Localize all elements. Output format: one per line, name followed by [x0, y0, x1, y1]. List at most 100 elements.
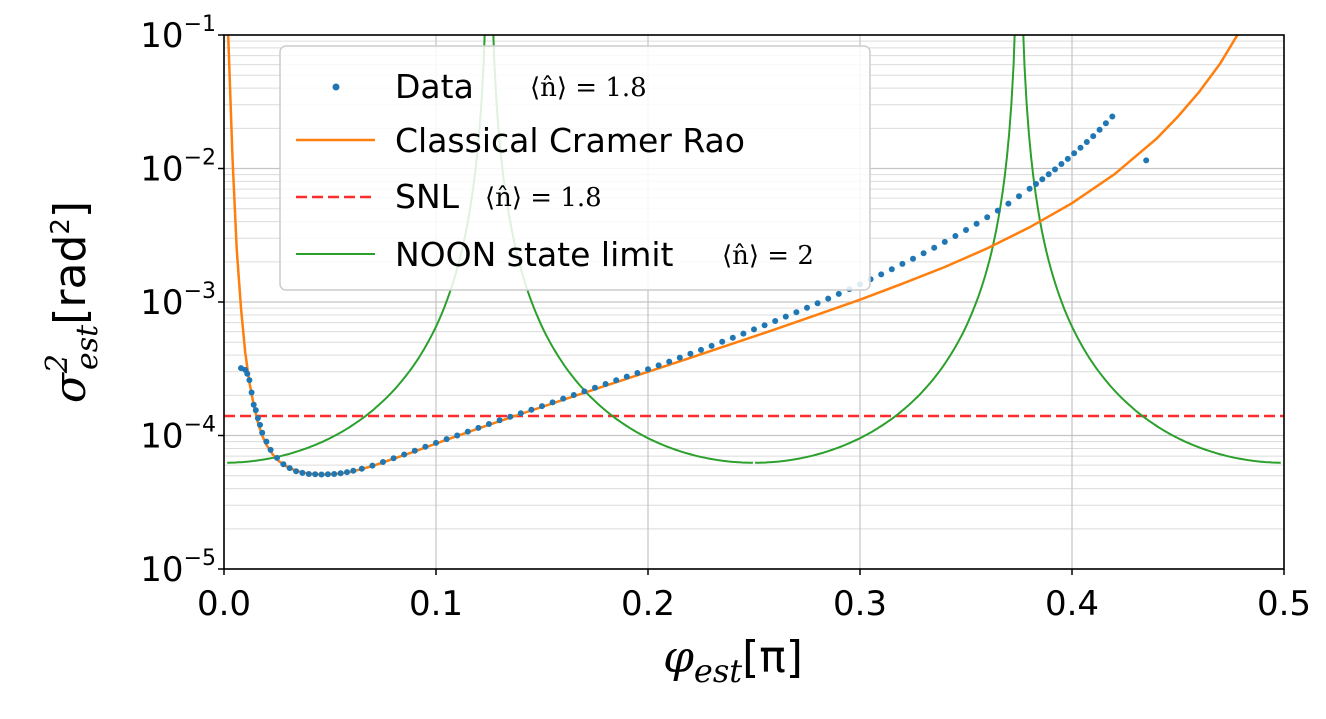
- data-point: [299, 469, 306, 476]
- data-point: [254, 415, 261, 422]
- data-point: [1058, 161, 1065, 167]
- data-point: [634, 370, 641, 376]
- data-point: [963, 227, 969, 233]
- data-point: [623, 373, 630, 380]
- data-point: [751, 326, 757, 333]
- y-axis-label-unit-pre: [rad: [45, 235, 96, 325]
- data-point: [312, 471, 319, 478]
- data-point: [369, 462, 376, 469]
- data-point: [719, 338, 726, 345]
- data-point: [252, 407, 259, 414]
- data-point: [655, 362, 662, 369]
- data-point: [331, 471, 338, 477]
- data-point: [1109, 113, 1116, 120]
- data-point: [804, 304, 810, 311]
- data-point: [286, 465, 293, 472]
- data-point: [941, 238, 948, 245]
- data-point: [602, 381, 609, 387]
- y-axis-label-var: σ: [45, 371, 96, 403]
- data-point: [380, 459, 386, 465]
- x-tick-label: 0.0: [197, 584, 251, 624]
- data-point: [581, 388, 588, 395]
- data-point: [305, 471, 312, 477]
- data-point: [337, 470, 344, 477]
- y-axis-label-sup: 2: [40, 354, 75, 374]
- data-point: [835, 290, 842, 297]
- data-point: [475, 424, 482, 431]
- data-point: [464, 428, 471, 435]
- data-point: [280, 461, 287, 468]
- data-point: [274, 454, 280, 461]
- legend-item-data: Data ⟨n̂⟩ = 1.8: [332, 67, 647, 106]
- data-point: [687, 350, 694, 357]
- legend-item-classical: Classical Cramer Rao: [296, 121, 745, 160]
- x-tick-label: 0.5: [1257, 584, 1311, 624]
- data-point: [645, 366, 651, 373]
- data-point: [825, 295, 832, 302]
- data-point: [1077, 144, 1084, 151]
- legend-box: [279, 45, 871, 291]
- data-point: [259, 429, 266, 436]
- data-point: [1005, 200, 1012, 207]
- data-point: [772, 318, 779, 324]
- data-point: [613, 377, 620, 384]
- data-point: [1016, 193, 1022, 200]
- y-axis-label: σ2est[rad2]: [40, 201, 105, 403]
- data-point: [920, 250, 927, 257]
- data-point: [740, 330, 747, 337]
- x-tick-label: 0.2: [621, 584, 675, 624]
- data-point: [246, 377, 253, 384]
- data-point: [324, 471, 331, 478]
- data-point: [293, 468, 300, 475]
- y-tick-label: 10−3: [140, 279, 216, 323]
- data-point: [257, 421, 263, 428]
- y-ticks: 10−5 10−4 10−3 10−2 10−1: [140, 12, 224, 590]
- x-tick-label: 0.1: [409, 584, 463, 624]
- data-point: [994, 207, 1001, 214]
- data-point: [422, 443, 429, 450]
- data-point: [1083, 139, 1090, 145]
- data-point: [496, 417, 503, 424]
- data-point: [344, 469, 350, 476]
- legend-math-data: ⟨n̂⟩ = 1.8: [530, 73, 647, 103]
- series-layer: [224, 35, 1284, 478]
- legend-label-data: Data: [395, 67, 474, 106]
- data-point: [952, 233, 959, 239]
- data-point: [318, 471, 325, 478]
- legend-math-noon: ⟨n̂⟩ = 2: [722, 241, 814, 271]
- data-point: [244, 370, 251, 377]
- data-point: [486, 421, 492, 427]
- data-point: [1033, 181, 1039, 187]
- data-point: [1102, 120, 1109, 127]
- data-point: [454, 432, 461, 439]
- legend-label-snl: SNL: [395, 177, 460, 216]
- y-tick-label: 10−1: [140, 12, 216, 56]
- data-point: [390, 455, 397, 462]
- data-point: [1143, 157, 1150, 164]
- x-ticks: 0.0 0.1 0.2 0.3 0.4 0.5: [197, 569, 1311, 624]
- y-axis-label-sub: est: [70, 324, 105, 370]
- legend-item-noon: NOON state limit ⟨n̂⟩ = 2: [296, 235, 814, 274]
- data-point: [411, 447, 418, 454]
- noon-line-right: [755, 35, 1281, 464]
- x-tick-label: 0.3: [833, 584, 887, 624]
- data-point: [517, 410, 524, 417]
- data-point: [528, 406, 535, 413]
- data-point: [793, 309, 800, 316]
- x-tick-label: 0.4: [1045, 584, 1099, 624]
- data-point: [1045, 171, 1052, 178]
- data-point: [592, 384, 598, 391]
- data-point: [560, 395, 567, 402]
- data-point: [539, 403, 545, 410]
- data-point: [1064, 155, 1071, 162]
- data-points: [238, 113, 1150, 478]
- data-point: [433, 439, 439, 446]
- data-point: [1096, 126, 1103, 133]
- data-point: [250, 401, 257, 408]
- x-axis-label-var: φ: [663, 632, 694, 683]
- legend-math-snl: ⟨n̂⟩ = 1.8: [485, 183, 602, 213]
- data-point: [666, 358, 673, 365]
- data-point: [401, 451, 408, 458]
- data-point: [729, 334, 736, 341]
